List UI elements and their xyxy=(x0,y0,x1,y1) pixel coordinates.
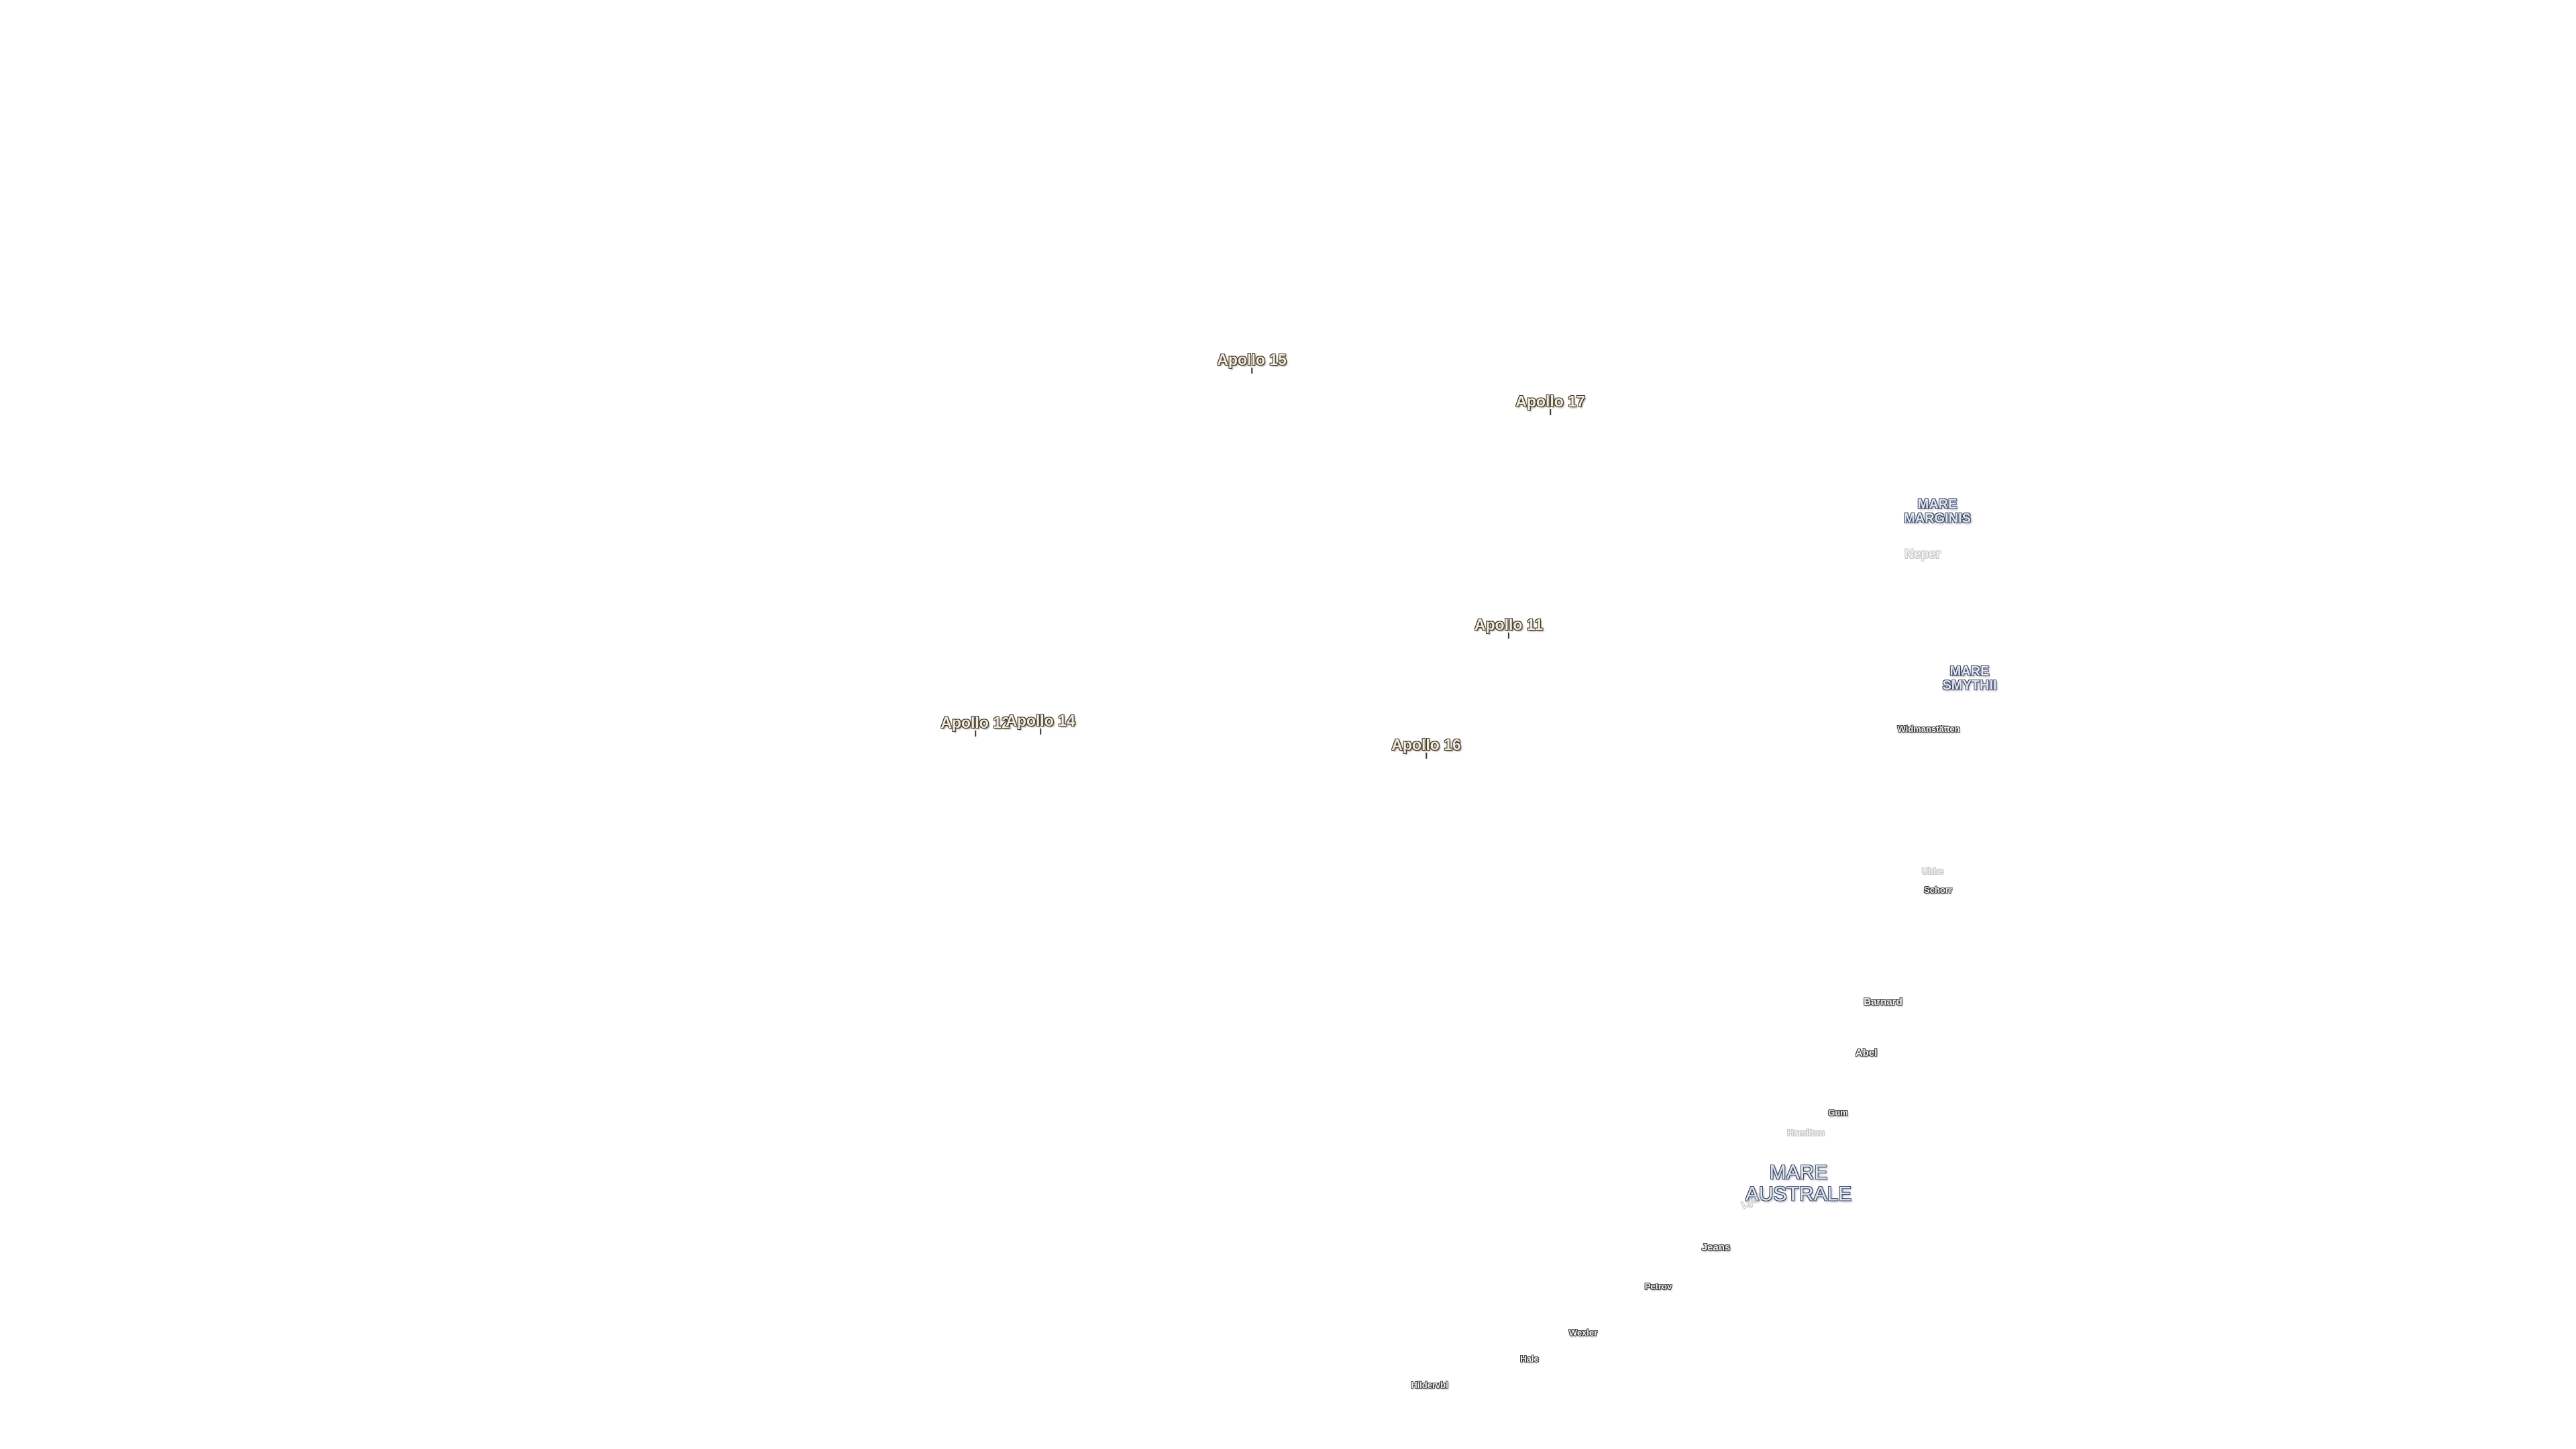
mare-smythii-line2: SMYTHII xyxy=(1942,678,1997,693)
mare-smythii-label[interactable]: MARE SMYTHII xyxy=(1942,665,1996,693)
mare-marginis-line1: MARE xyxy=(1917,497,1957,512)
crater-hale-label[interactable]: Hale xyxy=(1520,1354,1539,1364)
apollo-16-label[interactable]: Apollo 16 xyxy=(1391,735,1461,759)
apollo-14-label[interactable]: Apollo 14 xyxy=(1006,711,1075,735)
apollo-16-marker xyxy=(1425,753,1427,759)
apollo-15-text: Apollo 15 xyxy=(1217,350,1287,368)
crater-hildervbl-label[interactable]: Hildervbl xyxy=(1411,1380,1448,1391)
crater-jeans-label[interactable]: Jeans xyxy=(1701,1242,1731,1254)
apollo-12-label[interactable]: Apollo 12 xyxy=(941,713,1010,737)
crater-hamilton-label[interactable]: Hamilton xyxy=(1787,1128,1825,1138)
mare-australe-line1: MARE xyxy=(1769,1161,1828,1184)
apollo-11-marker xyxy=(1508,633,1509,639)
apollo-16-text: Apollo 16 xyxy=(1391,735,1461,753)
mare-marginis-label[interactable]: MARE MARGINIS xyxy=(1904,498,1971,526)
crater-widmanstatten-label[interactable]: Widmanstätten xyxy=(1897,724,1960,735)
apollo-14-marker xyxy=(1039,729,1041,735)
crater-ubbe-label[interactable]: Ubbe xyxy=(1921,866,1944,877)
apollo-15-label[interactable]: Apollo 15 xyxy=(1217,350,1287,374)
crater-wexler-label[interactable]: Wexler xyxy=(1568,1328,1598,1338)
apollo-17-label[interactable]: Apollo 17 xyxy=(1515,392,1585,416)
apollo-11-label[interactable]: Apollo 11 xyxy=(1474,615,1544,639)
mare-marginis-line2: MARGINIS xyxy=(1904,511,1971,526)
crater-gum-label[interactable]: Gum xyxy=(1828,1108,1848,1118)
crater-lyot-label[interactable]: Lyot xyxy=(1739,1191,1764,1212)
apollo-15-marker xyxy=(1250,368,1252,374)
apollo-11-text: Apollo 11 xyxy=(1474,615,1544,633)
mare-australe-label[interactable]: MARE AUSTRALE xyxy=(1745,1161,1852,1205)
mare-australe-line2: AUSTRALE xyxy=(1745,1183,1852,1205)
apollo-14-text: Apollo 14 xyxy=(1006,711,1075,729)
apollo-17-text: Apollo 17 xyxy=(1515,392,1585,410)
apollo-12-marker xyxy=(974,731,976,737)
crater-petrov-label[interactable]: Petrov xyxy=(1644,1281,1672,1292)
crater-abel-label[interactable]: Abel xyxy=(1855,1047,1878,1059)
apollo-12-text: Apollo 12 xyxy=(941,713,1010,731)
crater-neper-label[interactable]: Neper xyxy=(1904,547,1941,562)
mare-smythii-line1: MARE xyxy=(1949,664,1990,679)
crater-schorr-label[interactable]: Schorr xyxy=(1924,885,1952,896)
apollo-17-marker xyxy=(1549,409,1551,416)
crater-barnard-label[interactable]: Barnard xyxy=(1864,996,1902,1008)
